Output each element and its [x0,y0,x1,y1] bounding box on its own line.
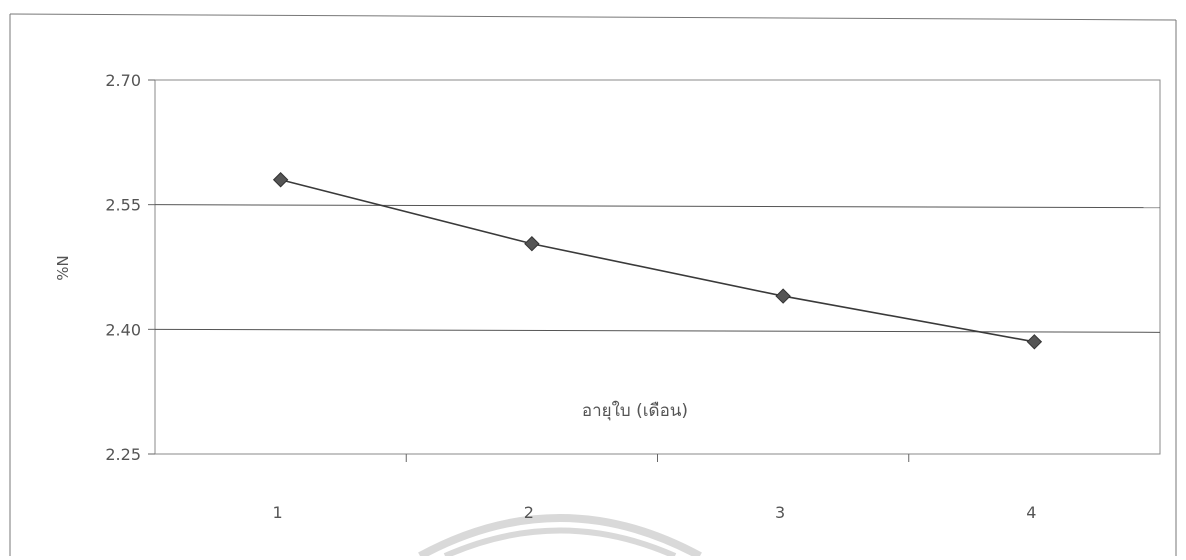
x-tick-label: 4 [1026,503,1036,522]
data-point-marker [775,288,791,304]
y-tick-label: 2.40 [105,320,141,339]
y-axis-label: %N [54,255,72,280]
data-point-marker [272,172,289,188]
x-axis-label: อายุใบ (เดือน) [582,400,688,421]
y-tick-label: 2.25 [105,445,141,464]
y-tick-label: 2.55 [105,196,141,215]
outer-border-top [9,13,1177,21]
series-line-path [280,178,1035,343]
x-tick-label: 2 [524,503,534,522]
x-axis: 1 2 3 4 [273,454,1036,522]
x-tick-label: 3 [775,503,785,522]
gridline [154,328,1161,333]
grid-lines [154,204,1161,333]
x-tick-label: 1 [273,503,283,522]
gridline [154,204,1161,209]
watermark-seal [418,514,702,560]
series-line [272,172,1043,350]
plot-area [154,79,1161,455]
data-point-marker [524,236,540,252]
y-axis: 2.25 2.40 2.55 2.70 [105,71,155,464]
y-tick-label: 2.70 [105,71,141,90]
data-point-marker [1026,334,1043,350]
